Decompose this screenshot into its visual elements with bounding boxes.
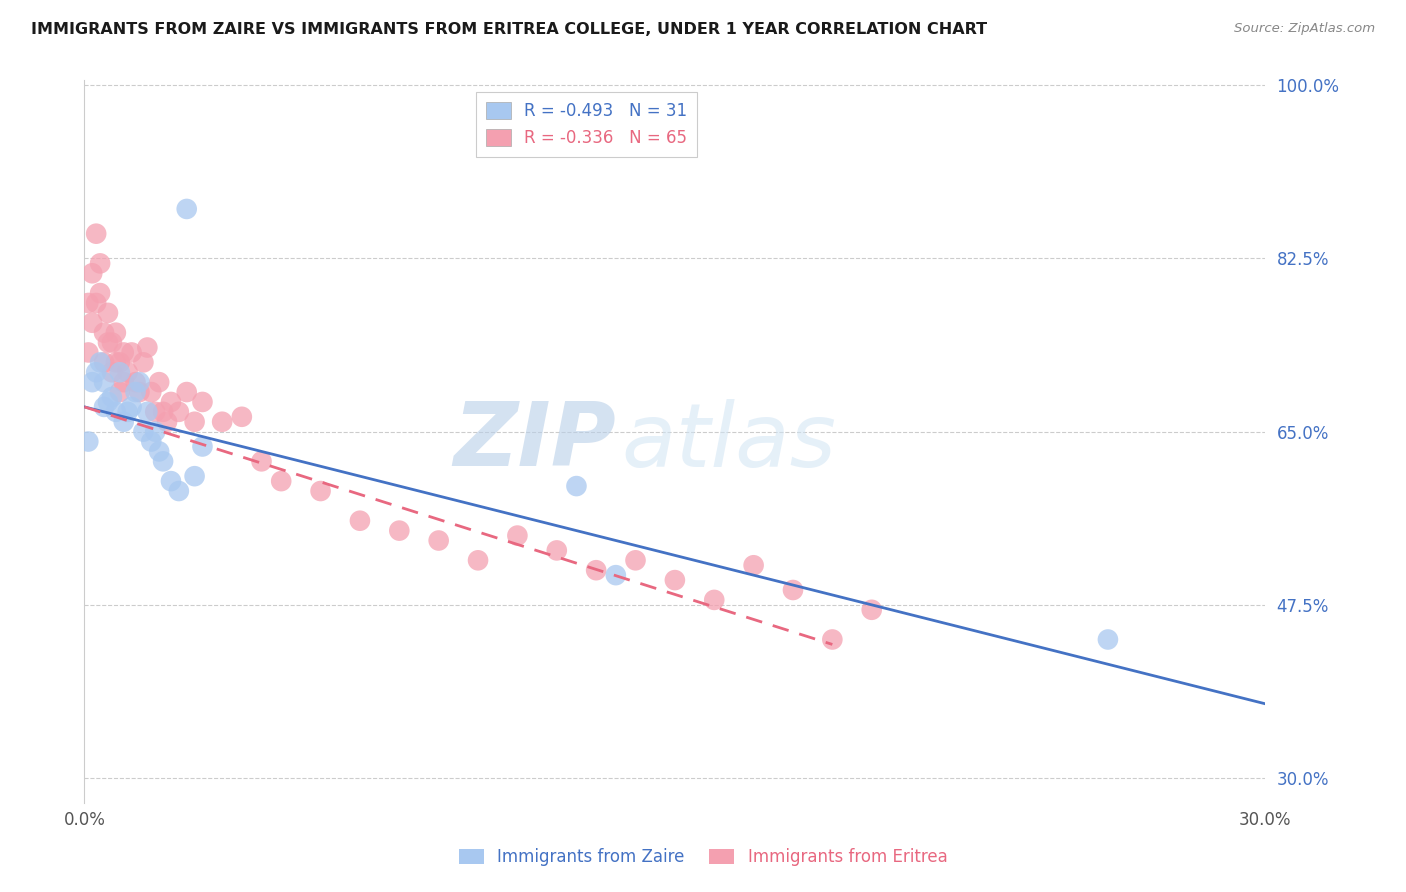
- Point: [82, 266, 104, 280]
- Point: [93, 355, 115, 369]
- Point: [156, 415, 179, 429]
- Point: [82, 375, 104, 389]
- Point: [585, 563, 607, 577]
- Point: [742, 558, 765, 573]
- Point: [132, 425, 155, 439]
- Point: [108, 385, 131, 400]
- Point: [128, 385, 150, 400]
- Point: [101, 390, 124, 404]
- Point: [349, 514, 371, 528]
- Point: [148, 444, 170, 458]
- Point: [141, 434, 163, 449]
- Point: [176, 202, 198, 216]
- Point: [108, 365, 131, 379]
- Point: [104, 405, 127, 419]
- Point: [121, 400, 143, 414]
- Point: [101, 335, 124, 350]
- Point: [93, 375, 115, 389]
- Point: [176, 385, 198, 400]
- Point: [309, 483, 332, 498]
- Point: [89, 256, 111, 270]
- Point: [84, 296, 107, 310]
- Point: [132, 355, 155, 369]
- Point: [141, 385, 163, 400]
- Point: [128, 375, 150, 389]
- Point: [97, 306, 120, 320]
- Point: [183, 415, 205, 429]
- Point: [121, 345, 143, 359]
- Point: [84, 227, 107, 241]
- Point: [605, 568, 627, 582]
- Point: [117, 365, 139, 379]
- Point: [82, 316, 104, 330]
- Point: [136, 405, 159, 419]
- Point: [101, 365, 124, 379]
- Point: [782, 582, 804, 597]
- Legend: Immigrants from Zaire, Immigrants from Eritrea: Immigrants from Zaire, Immigrants from E…: [451, 842, 955, 873]
- Point: [183, 469, 205, 483]
- Point: [624, 553, 647, 567]
- Point: [467, 553, 489, 567]
- Point: [152, 405, 174, 419]
- Point: [104, 355, 127, 369]
- Point: [821, 632, 844, 647]
- Point: [388, 524, 411, 538]
- Text: IMMIGRANTS FROM ZAIRE VS IMMIGRANTS FROM ERITREA COLLEGE, UNDER 1 YEAR CORRELATI: IMMIGRANTS FROM ZAIRE VS IMMIGRANTS FROM…: [31, 22, 987, 37]
- Point: [664, 573, 686, 587]
- Point: [93, 400, 115, 414]
- Point: [97, 335, 120, 350]
- Point: [112, 345, 135, 359]
- Point: [211, 415, 233, 429]
- Point: [89, 286, 111, 301]
- Point: [250, 454, 273, 468]
- Point: [167, 405, 190, 419]
- Point: [565, 479, 588, 493]
- Point: [1097, 632, 1119, 647]
- Point: [148, 375, 170, 389]
- Point: [506, 528, 529, 542]
- Point: [77, 296, 100, 310]
- Point: [93, 326, 115, 340]
- Point: [117, 405, 139, 419]
- Point: [84, 365, 107, 379]
- Point: [160, 474, 183, 488]
- Point: [191, 440, 214, 454]
- Point: [270, 474, 292, 488]
- Point: [124, 375, 146, 389]
- Point: [427, 533, 450, 548]
- Point: [143, 425, 166, 439]
- Point: [112, 415, 135, 429]
- Text: Source: ZipAtlas.com: Source: ZipAtlas.com: [1234, 22, 1375, 36]
- Point: [77, 434, 100, 449]
- Point: [546, 543, 568, 558]
- Point: [152, 454, 174, 468]
- Point: [112, 375, 135, 389]
- Point: [136, 341, 159, 355]
- Text: ZIP: ZIP: [453, 398, 616, 485]
- Point: [143, 405, 166, 419]
- Point: [89, 355, 111, 369]
- Point: [860, 603, 883, 617]
- Point: [160, 395, 183, 409]
- Point: [191, 395, 214, 409]
- Text: atlas: atlas: [621, 399, 837, 484]
- Point: [124, 385, 146, 400]
- Point: [108, 355, 131, 369]
- Point: [703, 593, 725, 607]
- Point: [97, 395, 120, 409]
- Point: [77, 345, 100, 359]
- Point: [231, 409, 253, 424]
- Point: [167, 483, 190, 498]
- Legend: R = -0.493   N = 31, R = -0.336   N = 65: R = -0.493 N = 31, R = -0.336 N = 65: [475, 92, 697, 157]
- Point: [104, 326, 127, 340]
